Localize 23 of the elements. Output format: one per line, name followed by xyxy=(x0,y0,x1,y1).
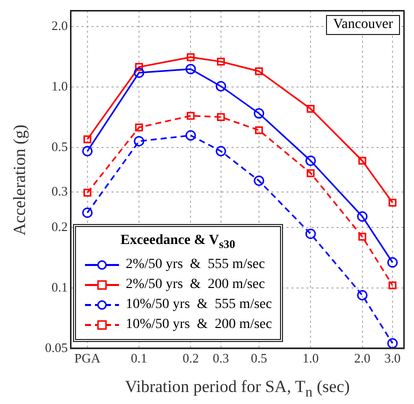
y-tick-label: 2.0 xyxy=(52,18,68,34)
y-tick-label: 0.2 xyxy=(52,218,68,234)
x-tick-label: 2.0 xyxy=(354,350,370,366)
y-tick-label: 0.1 xyxy=(52,279,68,294)
legend-label: 2%/50 yrs & 555 m/sec xyxy=(126,256,265,274)
y-tick-label: 1.0 xyxy=(52,78,68,94)
legend-label: 10%/50 yrs & 200 m/sec xyxy=(126,316,272,334)
x-tick-label: 0.1 xyxy=(130,350,148,366)
y-tick-label: 0.05 xyxy=(45,340,68,355)
annotation: Vancouver xyxy=(326,14,400,35)
x-tick-label: PGA xyxy=(74,350,101,366)
y-axis-title: Acceleration (g) xyxy=(10,124,30,236)
legend-label: 10%/50 yrs & 555 m/sec xyxy=(126,296,272,314)
x-tick-label: 0.2 xyxy=(182,350,199,366)
x-axis-title: Vibration period for SA, T$_{n}$ (sec) xyxy=(124,377,351,402)
x-tick-label: 0.5 xyxy=(250,350,268,366)
y-tick-label: 0.3 xyxy=(52,184,68,199)
x-tick-label: 1.0 xyxy=(302,350,319,366)
x-tick-label: 3.0 xyxy=(384,350,401,366)
x-tick-label: 0.3 xyxy=(212,350,230,366)
legend-label: 2%/50 yrs & 200 m/sec xyxy=(126,276,265,294)
legend-title: Exceedance & V$_{s30}$ xyxy=(120,232,236,254)
y-tick-label: 0.5 xyxy=(52,139,68,154)
